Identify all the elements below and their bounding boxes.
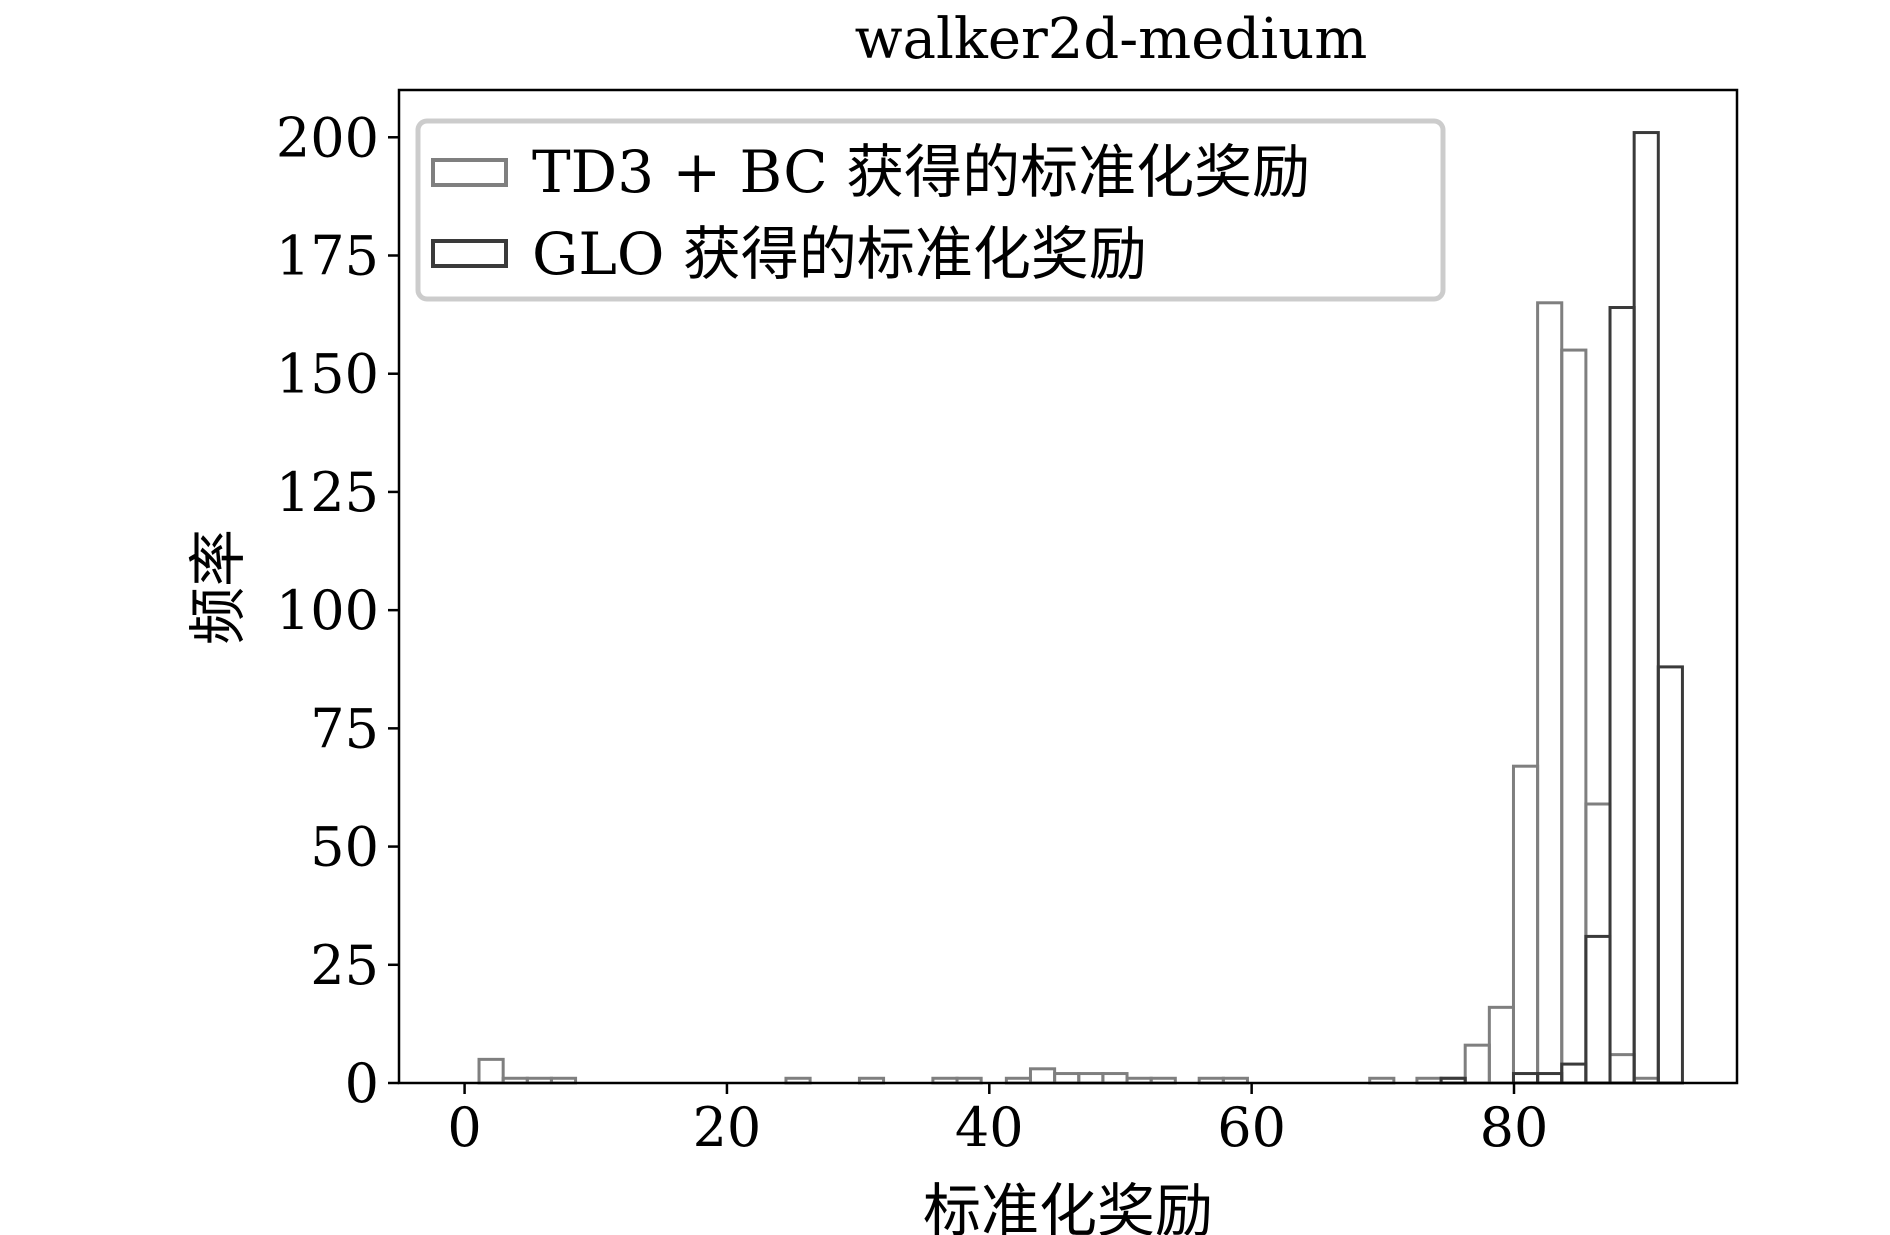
series-0: [477, 301, 1660, 1085]
histogram-bar: [1584, 802, 1612, 1085]
histogram-bar: [1511, 764, 1540, 1085]
y-tick-label: 50: [310, 816, 379, 879]
histogram-bar: [1608, 1053, 1636, 1085]
y-tick-label: 200: [276, 106, 379, 169]
x-tick-label: 40: [955, 1096, 1024, 1159]
y-tick-label: 75: [310, 697, 379, 760]
y-tick-label: 0: [345, 1052, 379, 1115]
histogram-bar: [1053, 1072, 1081, 1085]
histogram-bar: [1487, 1005, 1515, 1085]
histogram-bar: [1560, 1062, 1588, 1085]
plot-frame: [397, 88, 1739, 1085]
y-tick-label: 150: [276, 343, 379, 406]
y-axis-label: 频率: [184, 529, 252, 645]
legend-label-td3bc: TD3 + BC 获得的标准化奖励: [532, 138, 1310, 206]
histogram-bar: [1632, 131, 1660, 1085]
histogram-bar: [1463, 1043, 1491, 1085]
x-tick-label: 20: [693, 1096, 762, 1159]
y-tick-label: 100: [276, 579, 379, 642]
y-tick-label: 125: [276, 461, 379, 524]
y-tick-label: 25: [310, 934, 379, 997]
y-axis: 0 25 50 75 100 125 150 175 200: [276, 106, 399, 1115]
x-tick-label: 0: [447, 1096, 481, 1159]
histogram-bar: [1536, 1072, 1564, 1085]
histogram-bar: [1584, 934, 1612, 1085]
histogram-bar: [1101, 1072, 1129, 1085]
histogram-bar: [1536, 301, 1564, 1085]
histogram-bar: [477, 1057, 505, 1085]
x-tick-label: 80: [1480, 1096, 1549, 1159]
histogram-bar: [1028, 1067, 1057, 1085]
histogram-bar: [1608, 306, 1636, 1085]
x-axis: 0 20 40 60 80: [447, 1083, 1548, 1159]
histogram-bar: [1077, 1072, 1105, 1085]
histogram-bar: [1560, 348, 1588, 1085]
x-tick-label: 60: [1217, 1096, 1286, 1159]
legend-label-glo: GLO 获得的标准化奖励: [532, 220, 1147, 288]
legend: TD3 + BC 获得的标准化奖励 GLO 获得的标准化奖励: [415, 118, 1446, 302]
y-tick-label: 175: [276, 225, 379, 288]
legend-swatch-td3bc: [431, 158, 508, 187]
legend-box: [415, 118, 1446, 302]
histogram-bar: [1656, 665, 1684, 1085]
x-axis-label: 标准化奖励: [923, 1177, 1213, 1235]
histogram-bar: [1511, 1072, 1540, 1085]
chart-title: walker2d-medium: [855, 7, 1368, 72]
legend-swatch-glo: [431, 239, 508, 268]
